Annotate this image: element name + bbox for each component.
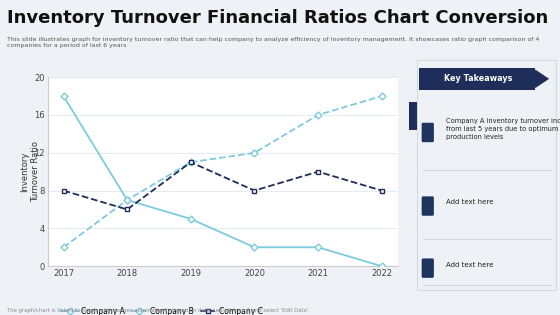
Text: Add text here: Add text here [446,261,494,267]
Text: This slide illustrates graph for inventory turnover ratio that can help company : This slide illustrates graph for invento… [7,37,539,48]
FancyBboxPatch shape [422,258,434,278]
FancyBboxPatch shape [422,196,434,216]
Y-axis label: Inventory
Turnover Ratio: Inventory Turnover Ratio [20,141,40,202]
Text: The graph/chart is linked to excel, and changes automatically based on data. Lef: The graph/chart is linked to excel, and … [7,308,310,313]
FancyArrow shape [533,70,549,88]
Legend: Company A, Company B, Company C: Company A, Company B, Company C [58,304,265,315]
FancyBboxPatch shape [419,68,535,90]
Text: Key Takeaways: Key Takeaways [444,74,512,83]
Text: Add text here: Add text here [446,199,494,205]
Bar [409,102,417,130]
Text: Company A inventory turnover increasing
from last 5 years due to optimum
product: Company A inventory turnover increasing … [446,118,560,140]
Text: Inventory Turnover Financial Ratios Chart Conversion: Inventory Turnover Financial Ratios Char… [7,9,548,26]
FancyBboxPatch shape [422,123,434,142]
